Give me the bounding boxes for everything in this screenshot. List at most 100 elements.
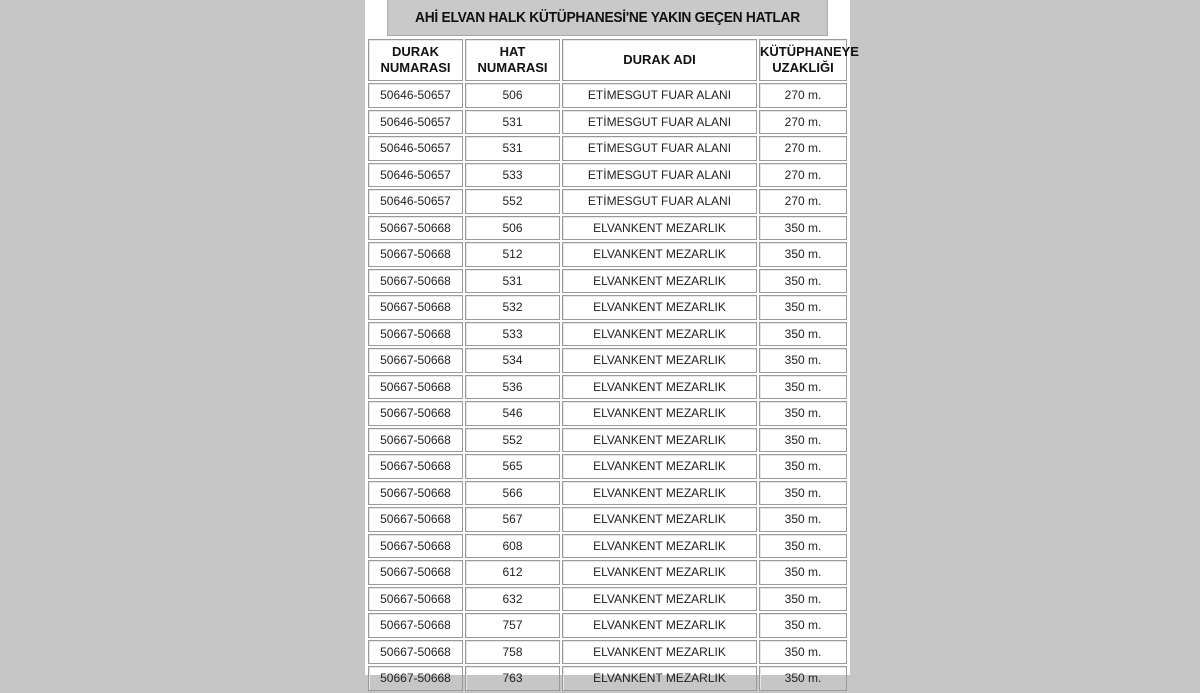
cell-stop-number: 50667-50668 bbox=[368, 268, 463, 293]
cell-stop-number: 50667-50668 bbox=[368, 374, 463, 399]
header-line: DURAK ADI bbox=[623, 52, 696, 67]
table-row: 50667-50668 506 ELVANKENT MEZARLIK 350 m. bbox=[368, 215, 847, 240]
header-row: DURAK NUMARASI HAT NUMARASI DURAK ADI KÜTÜ… bbox=[368, 39, 859, 81]
table-row: 50646-50657 533 ETİMESGUT FUAR ALANI 270 m. bbox=[368, 162, 847, 187]
table-row: 50667-50668 532 ELVANKENT MEZARLIK 350 m. bbox=[368, 295, 847, 320]
cell-stop-name: ETİMESGUT FUAR ALANI bbox=[562, 109, 757, 134]
cell-line-number: 512 bbox=[465, 242, 560, 267]
header-stop-name: DURAK ADI bbox=[562, 39, 757, 81]
cell-line-number: 546 bbox=[465, 401, 560, 426]
cell-stop-number: 50667-50668 bbox=[368, 242, 463, 267]
cell-line-number: 531 bbox=[465, 268, 560, 293]
cell-stop-name: ETİMESGUT FUAR ALANI bbox=[562, 136, 757, 161]
cell-stop-number: 50667-50668 bbox=[368, 639, 463, 664]
header-stop-number: DURAK NUMARASI bbox=[368, 39, 463, 81]
cell-distance: 270 m. bbox=[759, 136, 847, 161]
cell-stop-number: 50667-50668 bbox=[368, 560, 463, 585]
cell-line-number: 531 bbox=[465, 136, 560, 161]
table-row: 50667-50668 512 ELVANKENT MEZARLIK 350 m. bbox=[368, 242, 847, 267]
header-line-number: HAT NUMARASI bbox=[465, 39, 560, 81]
table-row: 50667-50668 533 ELVANKENT MEZARLIK 350 m. bbox=[368, 321, 847, 346]
cell-line-number: 608 bbox=[465, 533, 560, 558]
header-line: UZAKLIĞI bbox=[772, 60, 834, 75]
cell-line-number: 536 bbox=[465, 374, 560, 399]
cell-stop-name: ELVANKENT MEZARLIK bbox=[562, 480, 757, 505]
cell-distance: 350 m. bbox=[759, 454, 847, 479]
cell-distance: 350 m. bbox=[759, 268, 847, 293]
cell-distance: 270 m. bbox=[759, 189, 847, 214]
cell-line-number: 533 bbox=[465, 162, 560, 187]
cell-stop-name: ELVANKENT MEZARLIK bbox=[562, 454, 757, 479]
cell-distance: 350 m. bbox=[759, 215, 847, 240]
table-row: 50646-50657 531 ETİMESGUT FUAR ALANI 270 m. bbox=[368, 109, 847, 134]
cell-stop-number: 50667-50668 bbox=[368, 401, 463, 426]
header-distance: KÜTÜPHANEYE UZAKLIĞI bbox=[759, 39, 859, 81]
cell-distance: 350 m. bbox=[759, 242, 847, 267]
cell-line-number: 758 bbox=[465, 639, 560, 664]
cell-stop-number: 50667-50668 bbox=[368, 348, 463, 373]
cell-stop-name: ELVANKENT MEZARLIK bbox=[562, 560, 757, 585]
cell-stop-name: ELVANKENT MEZARLIK bbox=[562, 666, 757, 691]
cell-stop-name: ELVANKENT MEZARLIK bbox=[562, 613, 757, 638]
cell-stop-number: 50667-50668 bbox=[368, 613, 463, 638]
cell-distance: 270 m. bbox=[759, 83, 847, 108]
cell-stop-name: ELVANKENT MEZARLIK bbox=[562, 321, 757, 346]
header-line: DURAK bbox=[392, 44, 439, 59]
table-row: 50667-50668 566 ELVANKENT MEZARLIK 350 m. bbox=[368, 480, 847, 505]
cell-stop-number: 50667-50668 bbox=[368, 427, 463, 452]
table-row: 50667-50668 612 ELVANKENT MEZARLIK 350 m. bbox=[368, 560, 847, 585]
cell-distance: 350 m. bbox=[759, 321, 847, 346]
cell-stop-number: 50646-50657 bbox=[368, 162, 463, 187]
cell-distance: 270 m. bbox=[759, 162, 847, 187]
cell-line-number: 552 bbox=[465, 189, 560, 214]
cell-line-number: 532 bbox=[465, 295, 560, 320]
cell-stop-name: ELVANKENT MEZARLIK bbox=[562, 215, 757, 240]
cell-distance: 350 m. bbox=[759, 639, 847, 664]
cell-stop-name: ELVANKENT MEZARLIK bbox=[562, 401, 757, 426]
cell-stop-number: 50667-50668 bbox=[368, 533, 463, 558]
table-row: 50646-50657 531 ETİMESGUT FUAR ALANI 270 m. bbox=[368, 136, 847, 161]
cell-stop-name: ETİMESGUT FUAR ALANI bbox=[562, 162, 757, 187]
cell-line-number: 534 bbox=[465, 348, 560, 373]
cell-stop-name: ELVANKENT MEZARLIK bbox=[562, 242, 757, 267]
table-row: 50667-50668 552 ELVANKENT MEZARLIK 350 m. bbox=[368, 427, 847, 452]
cell-stop-number: 50667-50668 bbox=[368, 215, 463, 240]
cell-stop-name: ELVANKENT MEZARLIK bbox=[562, 507, 757, 532]
cell-distance: 350 m. bbox=[759, 401, 847, 426]
cell-distance: 350 m. bbox=[759, 533, 847, 558]
cell-line-number: 531 bbox=[465, 109, 560, 134]
cell-distance: 350 m. bbox=[759, 666, 847, 691]
cell-stop-number: 50667-50668 bbox=[368, 480, 463, 505]
table-row: 50646-50657 506 ETİMESGUT FUAR ALANI 270 m. bbox=[368, 83, 847, 108]
header-line: KÜTÜPHANEYE bbox=[760, 44, 859, 59]
table-row: 50667-50668 567 ELVANKENT MEZARLIK 350 m. bbox=[368, 507, 847, 532]
cell-line-number: 552 bbox=[465, 427, 560, 452]
cell-stop-number: 50646-50657 bbox=[368, 83, 463, 108]
table-row: 50667-50668 632 ELVANKENT MEZARLIK 350 m. bbox=[368, 586, 847, 611]
header-line: NUMARASI bbox=[477, 60, 548, 75]
cell-line-number: 506 bbox=[465, 215, 560, 240]
cell-line-number: 757 bbox=[465, 613, 560, 638]
table-row: 50667-50668 565 ELVANKENT MEZARLIK 350 m. bbox=[368, 454, 847, 479]
bus-lines-table: DURAK NUMARASI HAT NUMARASI DURAK ADI KÜTÜ… bbox=[366, 37, 859, 693]
cell-line-number: 533 bbox=[465, 321, 560, 346]
cell-stop-name: ETİMESGUT FUAR ALANI bbox=[562, 189, 757, 214]
cell-line-number: 565 bbox=[465, 454, 560, 479]
cell-stop-number: 50667-50668 bbox=[368, 507, 463, 532]
cell-stop-number: 50667-50668 bbox=[368, 586, 463, 611]
cell-distance: 350 m. bbox=[759, 374, 847, 399]
cell-distance: 350 m. bbox=[759, 480, 847, 505]
cell-stop-number: 50667-50668 bbox=[368, 666, 463, 691]
document-panel: AHİ ELVAN HALK KÜTÜPHANESİ'NE YAKIN GEÇE… bbox=[365, 0, 859, 691]
table-row: 50667-50668 758 ELVANKENT MEZARLIK 350 m. bbox=[368, 639, 847, 664]
cell-line-number: 566 bbox=[465, 480, 560, 505]
cell-stop-number: 50667-50668 bbox=[368, 295, 463, 320]
cell-distance: 350 m. bbox=[759, 560, 847, 585]
cell-stop-name: ELVANKENT MEZARLIK bbox=[562, 268, 757, 293]
cell-stop-name: ELVANKENT MEZARLIK bbox=[562, 533, 757, 558]
cell-stop-name: ELVANKENT MEZARLIK bbox=[562, 374, 757, 399]
cell-stop-name: ELVANKENT MEZARLIK bbox=[562, 586, 757, 611]
cell-distance: 350 m. bbox=[759, 586, 847, 611]
cell-line-number: 632 bbox=[465, 586, 560, 611]
page-title: AHİ ELVAN HALK KÜTÜPHANESİ'NE YAKIN GEÇE… bbox=[387, 0, 828, 36]
